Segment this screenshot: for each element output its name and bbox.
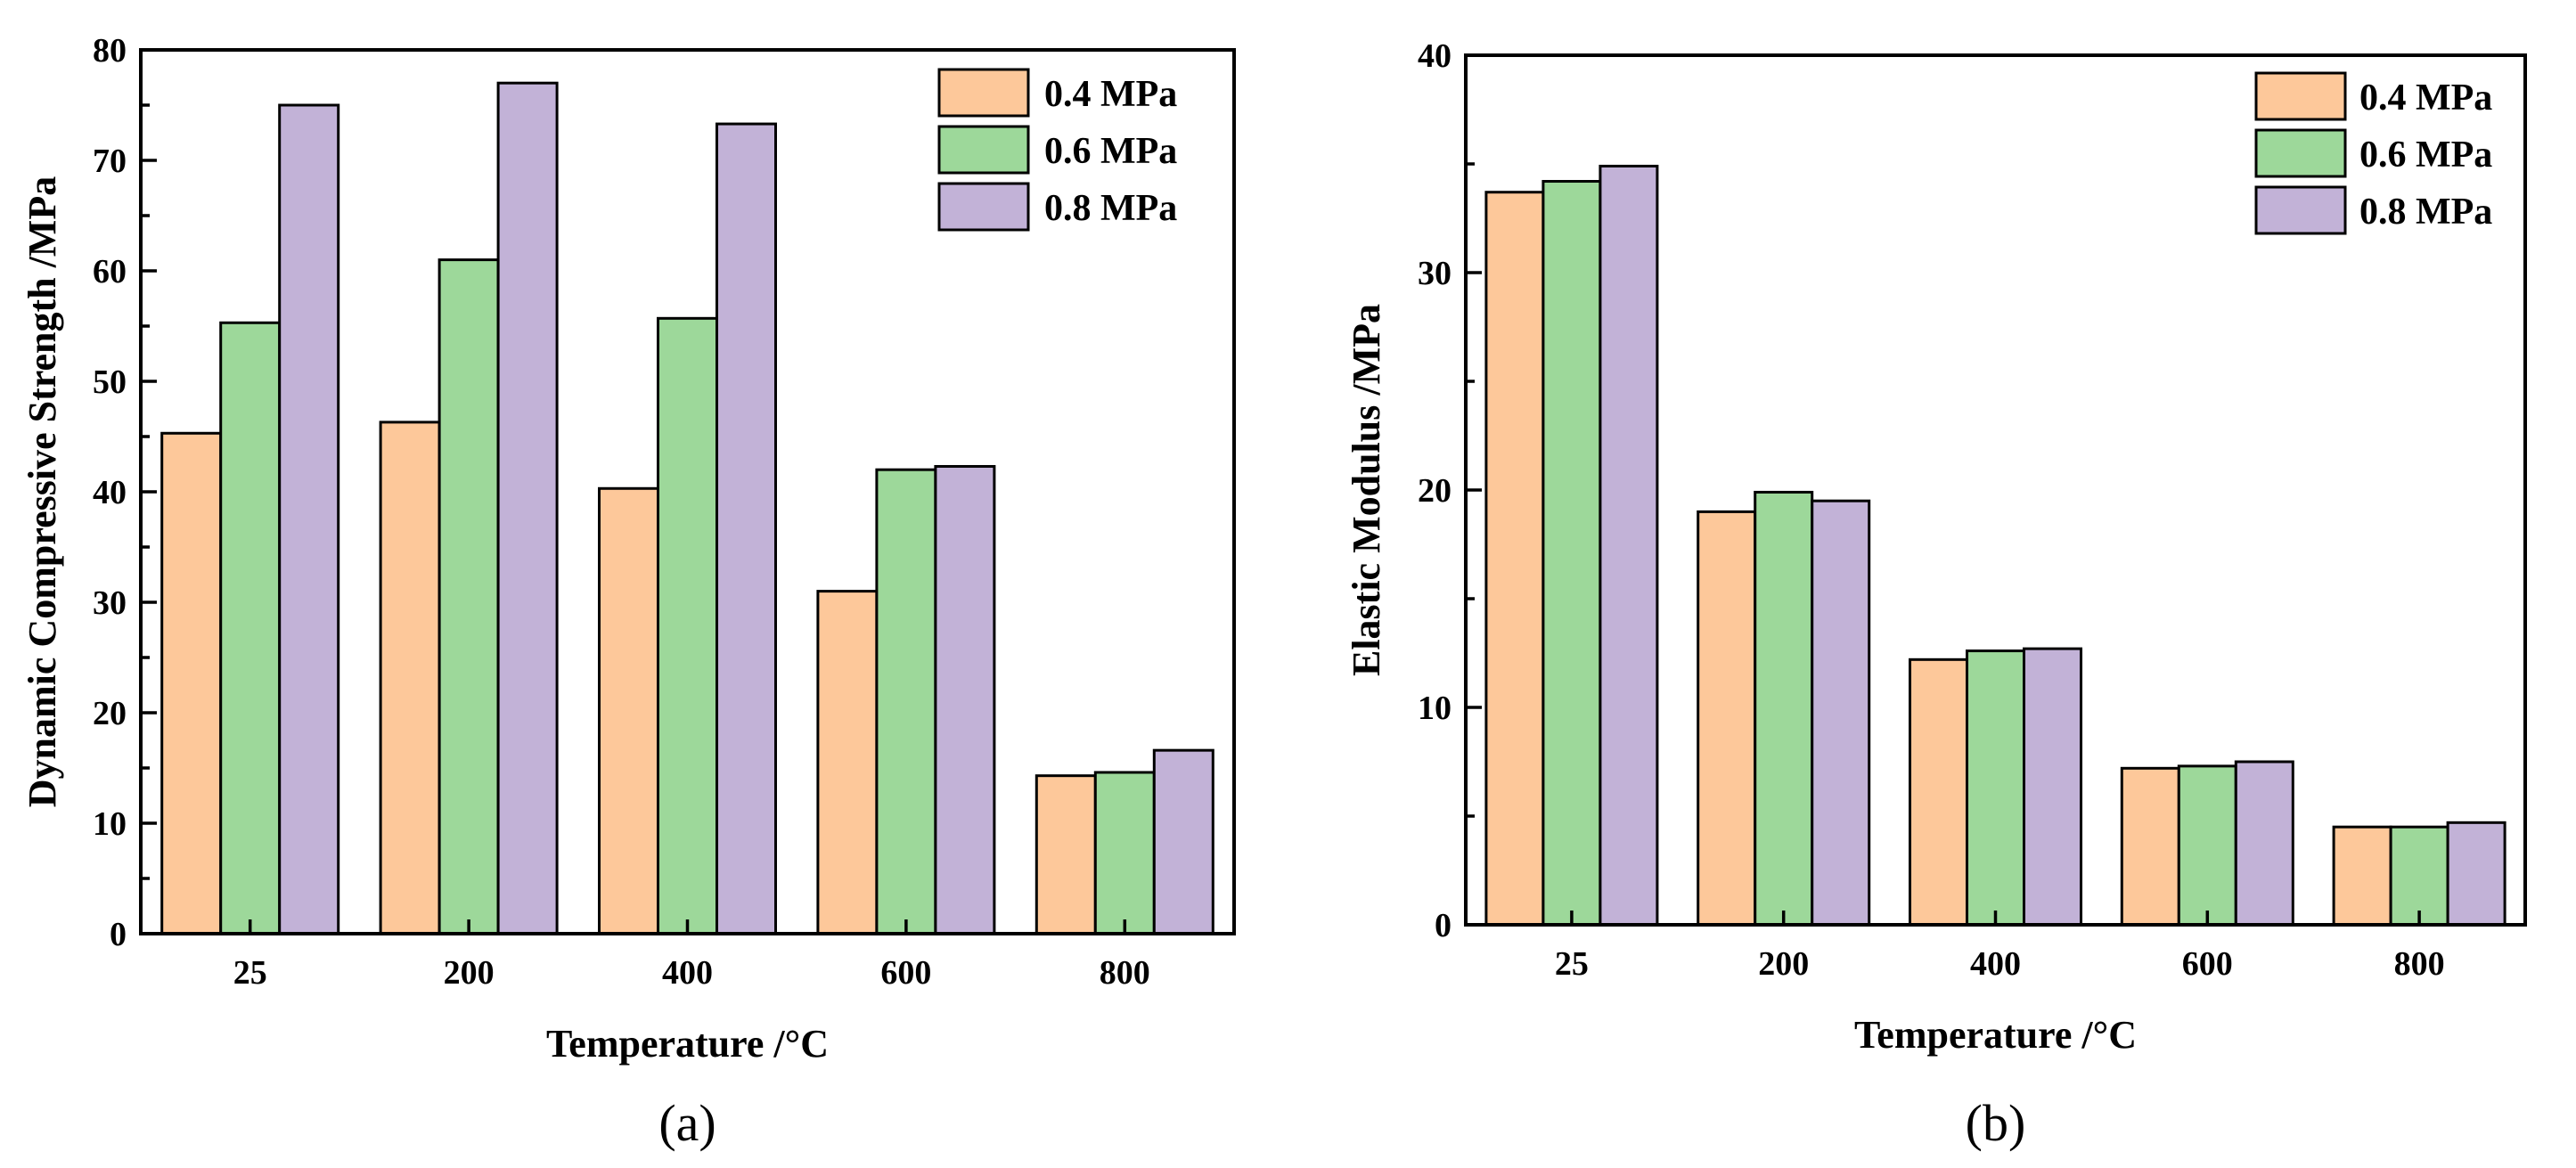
legend-label: 0.6 MPa <box>2359 135 2492 176</box>
y-axis-title: Elastic Modulus /MPa <box>1345 304 1388 676</box>
bar-08-MPa-400 <box>2023 647 2082 927</box>
y-tick-label: 50 <box>93 363 127 401</box>
bar-04-MPa-200 <box>1697 510 1757 927</box>
y-tick-label: 30 <box>1418 255 1452 292</box>
y-tick-label: 40 <box>1418 37 1452 75</box>
x-tick-label: 200 <box>1758 945 1809 983</box>
y-tick-label: 0 <box>1435 907 1452 944</box>
x-tick-label: 800 <box>2394 945 2445 983</box>
y-tick-label: 20 <box>93 695 127 732</box>
y-tick-label: 40 <box>93 474 127 511</box>
bar-04-MPa-600 <box>816 590 879 935</box>
bar-04-MPa-600 <box>2120 766 2180 927</box>
legend-label: 0.4 MPa <box>1044 74 1177 115</box>
bar-04-MPa-800 <box>2332 825 2392 927</box>
x-axis-title: Temperature /°C <box>546 1022 829 1066</box>
x-tick-label: 400 <box>1970 945 2021 983</box>
bar-06-MPa-800 <box>2389 825 2449 927</box>
panel-label: (b) <box>1966 1094 2026 1152</box>
bar-06-MPa-400 <box>657 316 718 935</box>
legend-label: 0.8 MPa <box>2359 192 2492 233</box>
bar-06-MPa-25 <box>1542 180 1602 927</box>
y-tick-label: 60 <box>93 253 127 290</box>
legend-swatch <box>937 68 1030 118</box>
bar-08-MPa-25 <box>1599 164 1659 927</box>
bar-06-MPa-600 <box>2177 764 2237 927</box>
legend-label: 0.6 MPa <box>1044 131 1177 172</box>
legend-label: 0.4 MPa <box>2359 78 2492 118</box>
bar-04-MPa-800 <box>1034 774 1097 935</box>
x-tick-label: 200 <box>444 954 495 992</box>
x-tick-label: 800 <box>1100 954 1150 992</box>
y-tick-label: 0 <box>110 916 127 953</box>
bar-04-MPa-400 <box>1909 658 1968 927</box>
chart-panel-a: 0 10 20 30 40 50 60 70 80 25 200 400 600 800 Temperatu… <box>20 32 1236 1152</box>
chart-panel-b: 0 10 20 30 40 25 200 400 600 800 Temperature /°C El… <box>1345 37 2527 1152</box>
y-tick-label: 10 <box>1418 690 1452 727</box>
panel-label: (a) <box>658 1094 716 1152</box>
x-tick-label: 400 <box>662 954 713 992</box>
bar-04-MPa-400 <box>598 486 659 935</box>
bar-04-MPa-25 <box>1484 191 1545 927</box>
bar-08-MPa-600 <box>934 464 996 935</box>
x-axis-title: Temperature /°C <box>1854 1013 2137 1057</box>
bar-08-MPa-600 <box>2234 760 2294 927</box>
x-tick-label: 25 <box>1555 945 1589 983</box>
bar-06-MPa-400 <box>1966 649 2025 927</box>
bar-06-MPa-25 <box>219 321 282 935</box>
legend-swatch <box>2254 71 2347 121</box>
bar-06-MPa-800 <box>1093 771 1156 935</box>
bar-08-MPa-800 <box>1152 748 1214 935</box>
y-tick-label: 80 <box>93 32 127 69</box>
x-tick-label: 600 <box>2182 945 2233 983</box>
legend-label: 0.8 MPa <box>1044 188 1177 229</box>
legend: 0.4 MPa 0.6 MPa 0.8 MPa <box>2254 71 2492 235</box>
y-tick-label: 10 <box>93 805 127 843</box>
legend: 0.4 MPa 0.6 MPa 0.8 MPa <box>937 68 1177 232</box>
legend-swatch <box>2254 185 2347 235</box>
bar-08-MPa-400 <box>716 122 777 935</box>
bar-08-MPa-800 <box>2446 821 2506 927</box>
bar-08-MPa-200 <box>496 81 559 935</box>
bar-08-MPa-25 <box>278 103 340 935</box>
y-axis-title: Dynamic Compressive Strength /MPa <box>20 176 64 807</box>
x-tick-label: 600 <box>880 954 931 992</box>
legend-swatch <box>937 125 1030 175</box>
bar-04-MPa-200 <box>379 421 441 935</box>
y-tick-label: 70 <box>93 143 127 180</box>
legend-swatch <box>937 182 1030 232</box>
bar-08-MPa-200 <box>1811 499 1871 927</box>
bar-06-MPa-200 <box>1754 490 1814 927</box>
legend-swatch <box>2254 128 2347 178</box>
bar-04-MPa-25 <box>160 431 223 935</box>
bar-06-MPa-600 <box>875 468 937 935</box>
y-tick-label: 20 <box>1418 472 1452 510</box>
x-tick-label: 25 <box>233 954 267 992</box>
y-tick-label: 30 <box>93 584 127 622</box>
bar-06-MPa-200 <box>438 258 500 935</box>
